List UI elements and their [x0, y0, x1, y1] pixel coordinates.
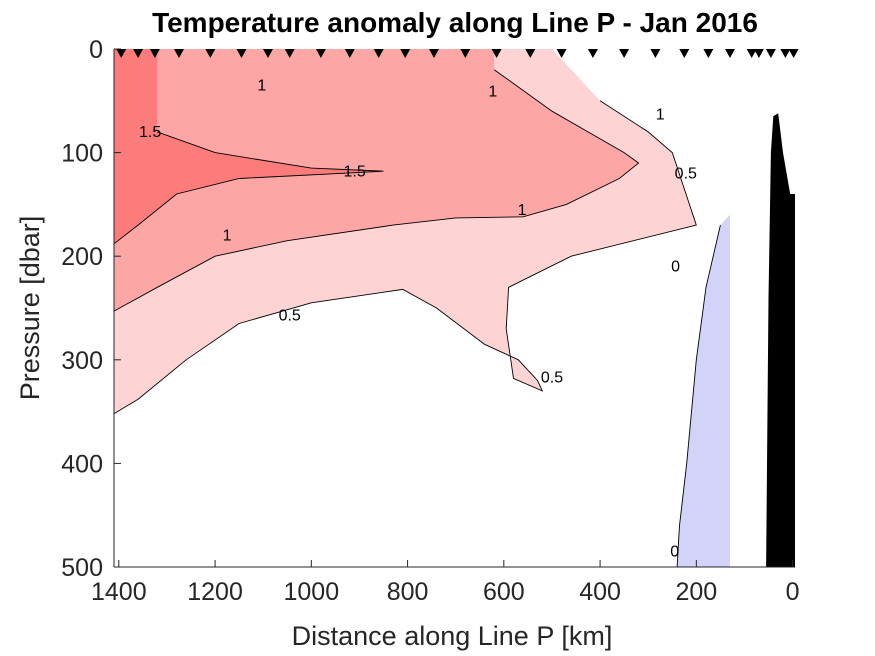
contour-label: 0 — [671, 259, 680, 276]
station-marker — [491, 49, 502, 58]
y-tick-label: 400 — [61, 450, 103, 478]
contour-label: 1 — [257, 77, 266, 94]
station-marker — [149, 49, 160, 58]
contour-label: 1 — [518, 202, 527, 219]
contour-label: 0 — [670, 544, 679, 561]
bathymetry — [766, 113, 795, 567]
contour-label: 1 — [488, 84, 497, 101]
x-tick-label: 1200 — [187, 578, 243, 606]
station-marker — [650, 49, 661, 58]
region-negative — [677, 214, 730, 568]
station-marker — [460, 49, 471, 58]
station-markers — [116, 49, 799, 58]
contour-labels: 1.5 1.5 1 1 1 1 1 0.5 0.5 0.5 0 0 — [139, 77, 697, 560]
station-marker — [133, 49, 144, 58]
x-tick-label: 0 — [786, 578, 800, 606]
no-data-gap — [730, 49, 763, 567]
station-marker — [587, 49, 598, 58]
x-axis-label: Distance along Line P [km] — [292, 621, 613, 651]
contour-label: 0.5 — [279, 307, 301, 324]
y-tick-label: 200 — [61, 243, 103, 271]
station-marker — [284, 49, 295, 58]
contour-line-0.5-1 — [113, 100, 697, 415]
station-marker — [344, 49, 355, 58]
station-marker — [525, 49, 536, 58]
station-marker — [263, 49, 273, 58]
contour-line-gt-1.5 — [113, 131, 384, 245]
station-marker — [746, 49, 757, 58]
station-marker — [753, 49, 764, 58]
station-marker — [236, 49, 247, 58]
contour-label: 0.5 — [541, 370, 563, 387]
y-ticks: 0 100 200 300 400 500 — [61, 36, 121, 582]
plot-area: 1.5 1.5 1 1 1 1 1 0.5 0.5 0.5 0 0 — [113, 49, 799, 568]
station-marker — [780, 49, 791, 58]
station-marker — [174, 49, 184, 58]
anomaly-regions — [113, 49, 730, 568]
chart-title: Temperature anomaly along Line P - Jan 2… — [152, 7, 758, 38]
x-tick-label: 400 — [579, 578, 621, 606]
x-ticks: 1400 1200 1000 800 600 400 200 0 — [91, 560, 800, 606]
y-tick-label: 100 — [61, 140, 103, 168]
station-marker — [116, 49, 127, 58]
x-tick-label: 1400 — [91, 578, 147, 606]
station-marker — [556, 49, 567, 58]
station-marker — [679, 49, 690, 58]
contour-line-zero — [676, 224, 721, 568]
contour-label: 1.5 — [139, 124, 161, 141]
x-tick-label: 800 — [387, 578, 429, 606]
axes: 1400 1200 1000 800 600 400 200 0 01002003004005… — [61, 36, 799, 606]
contour-line-1-1.5 — [113, 69, 640, 312]
x-tick-label: 1000 — [284, 578, 340, 606]
station-marker — [788, 49, 799, 58]
station-marker — [429, 49, 439, 58]
y-tick-label: 500 — [61, 554, 103, 582]
contour-label: 1 — [223, 228, 232, 245]
shelf-gap — [730, 49, 763, 567]
contour-label: 1.5 — [343, 163, 365, 180]
station-marker — [205, 49, 216, 58]
region-1-1.5 — [114, 49, 639, 312]
x-tick-label: 600 — [483, 578, 525, 606]
y-tick-label: 300 — [61, 347, 103, 375]
region-gt-1.5 — [114, 49, 384, 244]
contour-label: 1 — [656, 106, 665, 123]
station-marker — [373, 49, 384, 58]
station-marker — [725, 49, 735, 58]
station-marker — [400, 49, 411, 58]
bathymetry-shape — [766, 113, 795, 567]
station-marker — [315, 49, 326, 58]
x-tick-label: 200 — [675, 578, 717, 606]
y-tick-label: 0 — [89, 36, 103, 64]
y-axis-label: Pressure [dbar] — [15, 216, 45, 401]
contour-label: 0.5 — [675, 166, 697, 183]
station-marker — [703, 49, 714, 58]
station-marker — [765, 49, 776, 58]
station-marker — [619, 49, 630, 58]
